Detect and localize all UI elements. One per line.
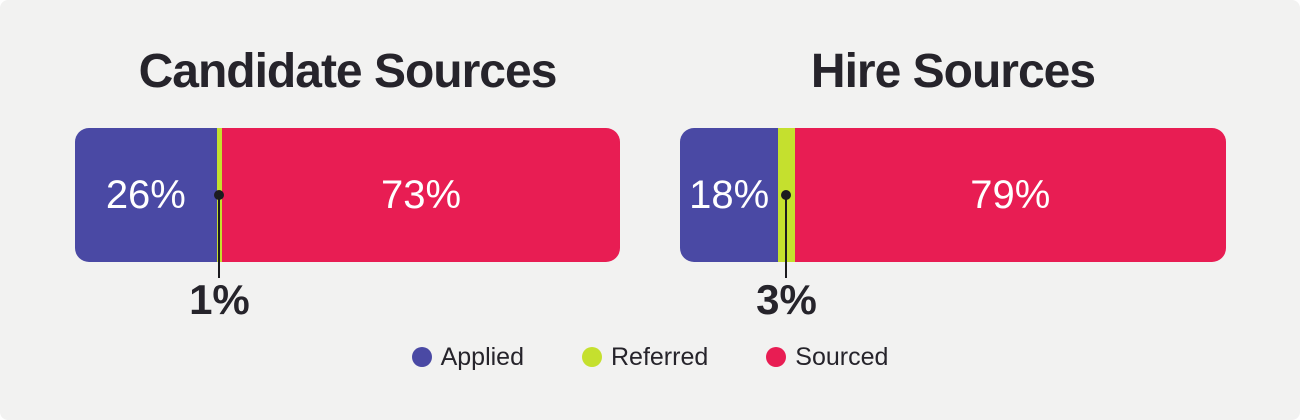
callout-leader-line: [218, 195, 221, 278]
segment-value-label: 18%: [689, 172, 770, 217]
candidate-sources-chart: Candidate Sources 26% 73% 1%: [75, 0, 620, 330]
referred-swatch-icon: [582, 347, 602, 367]
callout-anchor-dot: [781, 190, 792, 200]
legend-item-sourced: Sourced: [766, 343, 888, 372]
applied-swatch-icon: [411, 347, 432, 367]
bar-segment-sourced: 73%: [222, 128, 620, 262]
callout-value-label: 3%: [756, 276, 817, 323]
legend-item-applied: Applied: [411, 342, 524, 372]
segment-value-label: 26%: [105, 172, 186, 217]
legend-label: Applied: [440, 342, 524, 371]
hire-sources-chart: Hire Sources 18% 79% 3%: [680, 0, 1226, 330]
segment-value-label: 79%: [970, 172, 1051, 217]
segment-value-label: 73%: [381, 172, 462, 217]
callout-value-label: 1%: [189, 276, 250, 323]
chart-title-hire-sources: Hire Sources: [810, 45, 1096, 98]
callout-anchor-dot: [214, 190, 225, 200]
callout-leader-line: [785, 195, 788, 278]
bar-segment-sourced: 79%: [794, 128, 1226, 262]
legend-item-referred: Referred: [582, 343, 708, 372]
bar-segment-applied: 18%: [680, 128, 779, 262]
chart-title-candidate-sources: Candidate Sources: [138, 45, 558, 98]
legend: Applied Referred Sourced: [0, 341, 1300, 373]
hire-sources-stacked-bar: 18% 79%: [680, 128, 1226, 262]
bar-segment-applied: 26%: [75, 128, 217, 262]
legend-label: Referred: [611, 342, 709, 371]
legend-label: Sourced: [795, 342, 889, 371]
candidate-sources-stacked-bar: 26% 73%: [75, 128, 620, 262]
sourced-swatch-icon: [766, 347, 787, 367]
